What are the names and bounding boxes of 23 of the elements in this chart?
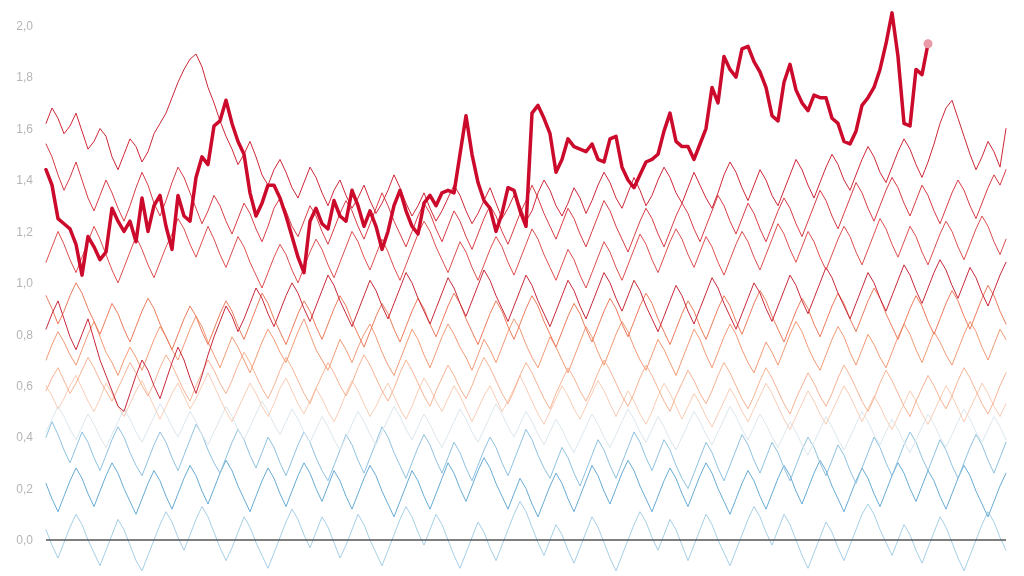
- line-series: [45, 143, 1007, 253]
- y-tick-label: 0,8: [16, 327, 34, 342]
- y-tick-label: 0,2: [16, 481, 34, 496]
- line-series: [45, 351, 1007, 418]
- line-series: [45, 215, 1007, 289]
- line-series: [45, 53, 1007, 225]
- line-series: [45, 372, 1007, 430]
- y-tick-label: 0,0: [16, 533, 34, 548]
- line-series: [45, 421, 1007, 490]
- line-series: [45, 500, 1007, 572]
- line-series: [45, 400, 1007, 456]
- y-tick-label: 2,0: [16, 18, 34, 33]
- y-tick-label: 0,4: [16, 430, 34, 445]
- line-series: [45, 315, 1007, 376]
- y-tick-label: 1,6: [16, 121, 34, 136]
- y-tick-label: 1,2: [16, 224, 34, 239]
- line-series: [45, 259, 1007, 412]
- y-tick-label: 1,0: [16, 276, 34, 291]
- y-tick-label: 1,8: [16, 70, 34, 85]
- y-tick-label: 0,6: [16, 378, 34, 393]
- y-tick-label: 1,4: [16, 173, 34, 188]
- line-series: [45, 282, 1007, 351]
- line-series: [45, 457, 1007, 518]
